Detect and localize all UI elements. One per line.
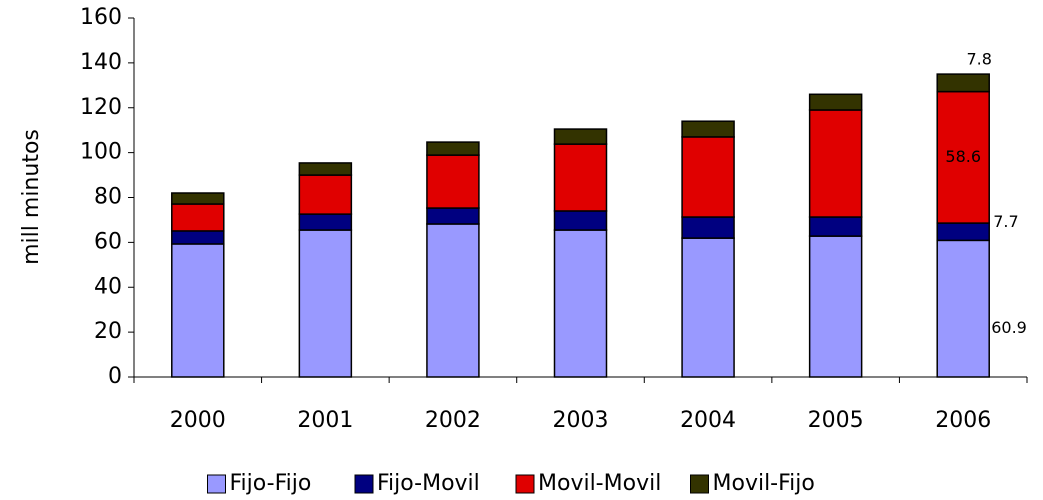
bar-segment [171,203,225,232]
y-tick-label: 100 [80,140,122,165]
bar-segment [553,210,608,231]
bar-segment [808,93,863,111]
y-tick-label: 20 [94,319,122,344]
bar-segment [426,223,480,378]
y-axis-label: mill minutos [19,129,44,265]
x-tick-label: 2003 [553,408,609,433]
bar-segment [553,143,608,212]
legend-label: Movil-Fijo [713,471,815,496]
bar-segment [808,216,863,237]
y-tick-label: 120 [80,95,122,120]
data-label: 7.8 [966,50,991,69]
y-tick-label: 140 [80,50,122,75]
bar-segment [171,192,225,205]
bar-segment [681,237,735,378]
bar-segment [681,120,735,138]
x-tick-label: 2006 [935,408,991,433]
legend-swatch [207,474,226,494]
bar-segment [171,243,225,378]
x-tick-label: 2004 [680,408,736,433]
legend-label: Movil-Movil [538,471,661,496]
bar-segment [808,235,863,378]
y-tick-label: 40 [94,274,122,299]
bar-segment [936,239,990,378]
bar-segment [426,154,480,209]
x-tick-label: 2002 [425,408,481,433]
bar-segment [298,174,353,215]
x-tick-label: 2005 [808,408,864,433]
y-tick-label: 80 [94,185,122,210]
legend-swatch [354,474,374,494]
bar-segment [298,162,353,176]
bar-segment [553,128,608,145]
data-label: 7.7 [993,212,1018,231]
bar-segment [426,207,480,225]
legend-label: Fijo-Movil [377,471,480,496]
x-tick-label: 2001 [297,408,353,433]
bar-segment [426,141,480,156]
bar-segment [553,229,608,378]
legend-swatch [515,474,535,494]
bar-segment [681,216,735,239]
bar-segment [936,222,990,242]
bar-segment [298,229,353,378]
y-tick-label: 60 [94,229,122,254]
bar-segment [681,136,735,218]
y-tick-label: 160 [80,5,122,30]
x-tick-label: 2000 [170,408,226,433]
legend-swatch [690,474,709,494]
bar-segment [171,230,225,245]
y-tick-label: 0 [108,364,122,389]
legend-label: Fijo-Fijo [230,471,312,496]
bar-segment [936,73,990,93]
data-label: 58.6 [945,147,981,166]
bar-segment [808,109,863,218]
bar-segment [298,213,353,231]
data-label: 60.9 [991,318,1027,337]
